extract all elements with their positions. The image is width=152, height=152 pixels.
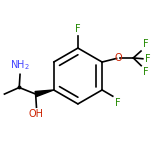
Text: F: F xyxy=(115,98,121,108)
Text: F: F xyxy=(143,67,149,78)
Polygon shape xyxy=(35,90,54,97)
Text: F: F xyxy=(145,54,151,64)
Text: NH$_2$: NH$_2$ xyxy=(10,59,30,72)
Text: OH: OH xyxy=(29,109,44,119)
Text: F: F xyxy=(143,39,149,49)
Text: O: O xyxy=(115,53,122,63)
Text: F: F xyxy=(75,24,81,34)
